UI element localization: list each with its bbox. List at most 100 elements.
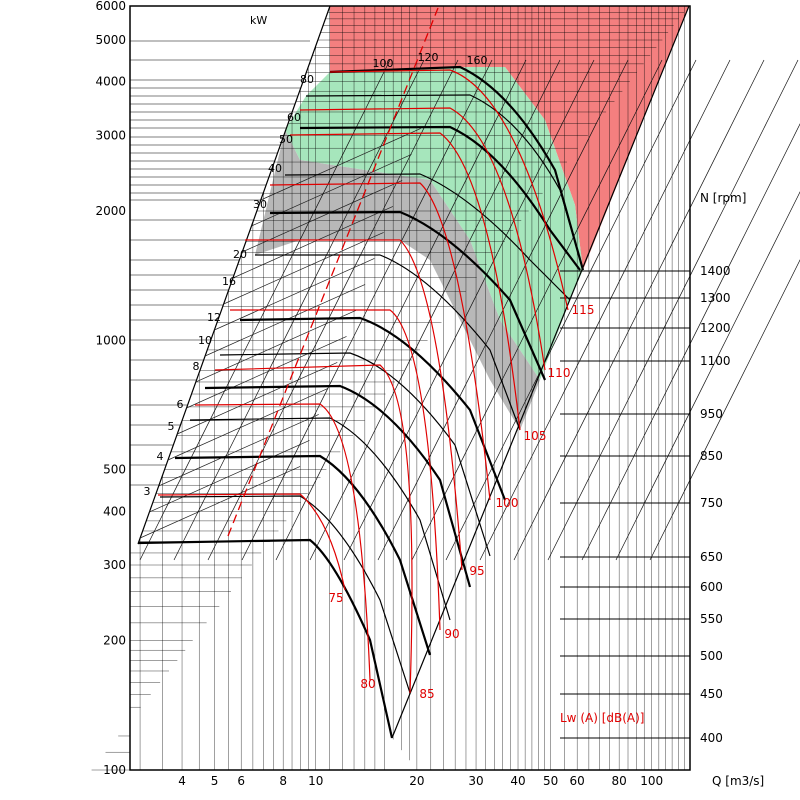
x-tick-label: 60: [570, 774, 585, 788]
speed-tick-label: 400: [700, 731, 723, 745]
fan-curve: [204, 384, 472, 588]
speed-tick-label: 750: [700, 496, 723, 510]
noise-level-label: 85: [419, 687, 434, 701]
speed-line: [149, 440, 310, 513]
power-level-label: 4: [157, 450, 164, 463]
speed-tick-label: 1200: [700, 321, 731, 335]
noise-level-label: 80: [360, 677, 375, 691]
y-tick-label: 400: [103, 504, 126, 518]
power-level-label: 6: [177, 398, 184, 411]
speed-tick-label: 1400: [700, 264, 731, 278]
power-level-label: 80: [300, 73, 314, 86]
speed-tick-label: 550: [700, 612, 723, 626]
noise-axis-label: Lw (A) [dB(A)]: [560, 711, 645, 725]
power-level-label: 10: [198, 334, 212, 347]
y-tick-label: 3000: [95, 128, 126, 142]
fan-curve: [239, 316, 507, 501]
speed-tick-label: 1100: [700, 354, 731, 368]
x-axis-label: Q [m3/s]: [712, 774, 764, 788]
y-tick-label: 1000: [95, 333, 126, 347]
power-level-label: 5: [168, 420, 175, 433]
x-tick-label: 50: [543, 774, 558, 788]
y-tick-label: 500: [103, 463, 126, 477]
speed-line: [232, 206, 394, 279]
speed-line: [167, 388, 329, 461]
x-tick-label: 20: [409, 774, 424, 788]
noise-curve: [194, 403, 371, 681]
speed-line: [251, 154, 412, 227]
power-level-label: 60: [287, 111, 301, 124]
power-level-label: 30: [253, 198, 267, 211]
power-level-label: 3: [144, 485, 151, 498]
system-curve: [343, 59, 595, 561]
power-level-label: 20: [233, 248, 247, 261]
speed-line: [177, 362, 338, 435]
system-curve: [275, 59, 527, 561]
y-tick-label: 5000: [95, 33, 126, 47]
speed-tick-label: 950: [700, 407, 723, 421]
system-curve: [547, 59, 799, 561]
noise-curve: [289, 132, 521, 431]
speed-tick-label: 650: [700, 550, 723, 564]
x-tick-label: 40: [510, 774, 525, 788]
power-level-label: 100: [373, 57, 394, 70]
noise-curve: [157, 493, 346, 591]
fan-curve: [159, 495, 411, 694]
system-curve: [309, 59, 561, 561]
y-tick-label: 300: [103, 558, 126, 572]
x-tick-label: 6: [237, 774, 245, 788]
noise-level-label: 100: [496, 496, 519, 510]
x-tick-label: 30: [468, 774, 483, 788]
red-zone: [330, 6, 689, 270]
speed-tick-label: 450: [700, 687, 723, 701]
speed-line: [214, 258, 375, 331]
speed-tick-label: 850: [700, 449, 723, 463]
noise-curve: [299, 107, 546, 371]
y-tick-label: 100: [103, 763, 126, 777]
fan-curve: [305, 94, 584, 271]
system-curve: [513, 59, 765, 561]
x-tick-label: 8: [279, 774, 287, 788]
speed-line: [186, 336, 347, 409]
noise-curve: [214, 364, 413, 694]
noise-level-label: 105: [524, 429, 547, 443]
x-tick-label: 5: [211, 774, 219, 788]
efficiency-line: [227, 7, 439, 537]
fan-curve: [189, 417, 451, 621]
y-tick-label: 200: [103, 634, 126, 648]
x-tick-label: 10: [308, 774, 323, 788]
power-level-label: 12: [207, 311, 221, 324]
y-tick-label: 6000: [95, 0, 126, 13]
power-level-label: 120: [418, 51, 439, 64]
speed-line: [158, 414, 319, 487]
fan-curve: [299, 125, 581, 271]
power-unit-label: kW: [250, 14, 267, 27]
left-boundary: [137, 5, 331, 545]
x-tick-label: 4: [178, 774, 186, 788]
speed-tick-label: 500: [700, 649, 723, 663]
x-tick-label: 80: [612, 774, 627, 788]
fan-curve: [284, 173, 571, 301]
speed-tick-label: 1300: [700, 291, 731, 305]
system-curve: [581, 123, 800, 561]
power-level-label: 16: [222, 275, 236, 288]
fan-curve: [269, 210, 547, 381]
speed-axis-label: N [rpm]: [700, 191, 746, 205]
noise-curve: [245, 239, 463, 571]
fan-curve: [329, 65, 585, 271]
speed-line: [223, 232, 384, 305]
noise-level-label: 110: [548, 366, 571, 380]
noise-curve: [230, 309, 441, 631]
speed-line: [139, 466, 301, 539]
system-curve: [649, 259, 800, 561]
system-curve: [479, 59, 731, 561]
green-zone: [285, 67, 583, 380]
system-curve: [615, 191, 800, 561]
noise-level-label: 95: [469, 564, 484, 578]
noise-curve: [269, 182, 491, 501]
fan-curve: [255, 254, 521, 431]
y-tick-label: 4000: [95, 75, 126, 89]
power-level-label: 50: [279, 133, 293, 146]
plot-frame: [129, 5, 691, 771]
